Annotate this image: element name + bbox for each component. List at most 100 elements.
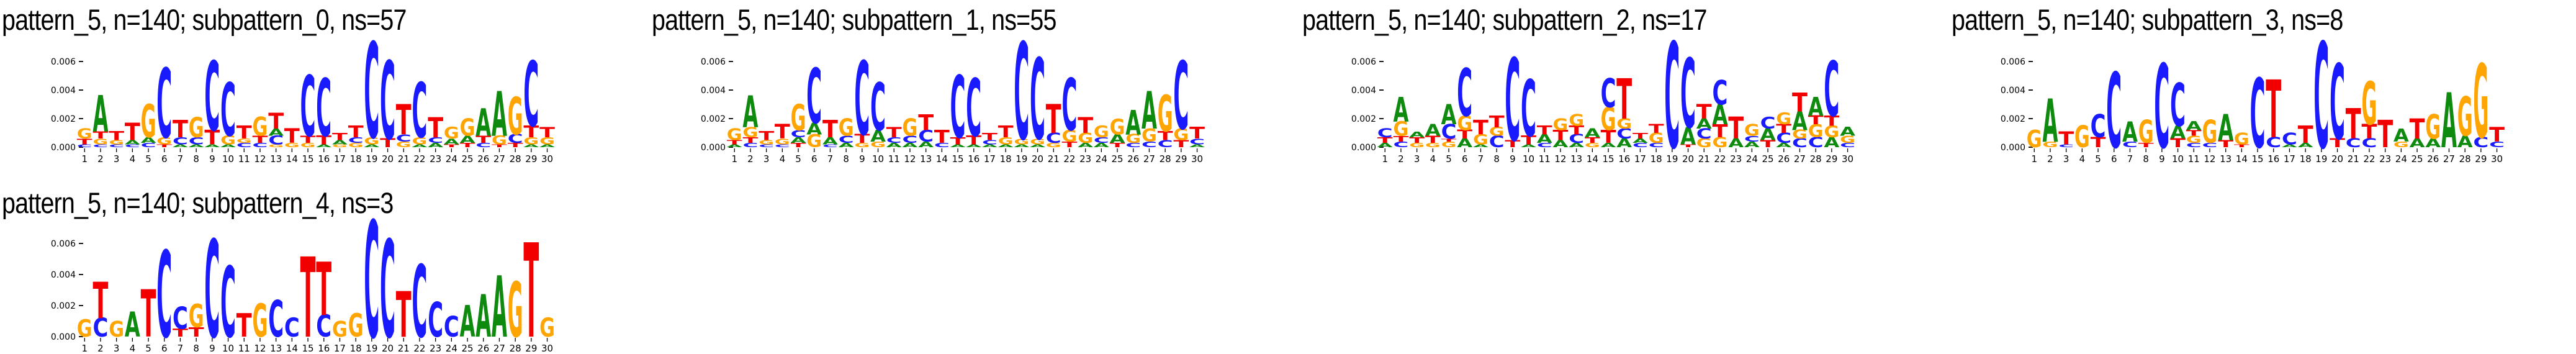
logo-letter-C: C <box>348 135 364 145</box>
x-tick-label: 17 <box>334 343 346 354</box>
x-tick-label: 6 <box>161 343 168 354</box>
logo-letter-C: C <box>2202 142 2218 148</box>
x-tick-label: 9 <box>209 343 215 354</box>
x-tick-label: 15 <box>952 153 964 165</box>
x-tick-label: 26 <box>1127 153 1139 165</box>
logo-letter-T: T <box>428 111 443 144</box>
logo-letter-T: T <box>727 139 742 146</box>
logo-letter-A: A <box>460 297 475 347</box>
logo-letter-A: A <box>1125 103 1141 142</box>
x-tick-label: 29 <box>525 343 537 354</box>
logo-letter-G: G <box>332 143 348 148</box>
logo-letter-G: G <box>1014 137 1029 147</box>
logo-letter-G: G <box>1394 117 1409 140</box>
y-axis: 0.000 0.002 0.004 0.006 <box>2001 57 2033 153</box>
x-tick-label: 26 <box>477 343 489 354</box>
x-tick-label: 3 <box>2063 153 2069 165</box>
logo-letter-G: G <box>156 135 172 147</box>
logo-letter-G: G <box>806 131 822 152</box>
logo-letter-T: T <box>236 307 252 345</box>
x-tick-label: 18 <box>1000 153 1012 165</box>
panel-title: pattern_5, n=140; subpattern_2, ns=17 <box>1302 3 1707 36</box>
logo-letter-T: T <box>1713 121 1729 142</box>
logo-letter-A: A <box>125 139 141 146</box>
y-tick-label: 0.006 <box>51 57 76 67</box>
logo-letter-T: T <box>2091 134 2107 150</box>
logo-letter-C: C <box>316 309 331 345</box>
logo-letter-A: A <box>1601 142 1617 148</box>
logo-letter-C: C <box>1189 137 1205 147</box>
x-tick-label: 28 <box>1810 153 1822 165</box>
x-tick-label: 8 <box>2143 153 2149 165</box>
logo-letter-C: C <box>204 42 220 153</box>
logo-letter-T: T <box>1489 113 1505 131</box>
logo-letter-T: T <box>253 134 269 145</box>
x-tick-label: 19 <box>1666 153 1678 165</box>
logo-letter-C: C <box>1014 16 1029 170</box>
logo-letter-G: G <box>1046 142 1061 148</box>
panel-title: pattern_5, n=140; subpattern_0, ns=57 <box>2 3 407 36</box>
logo-letter-C: C <box>2058 143 2074 148</box>
x-tick-label: 28 <box>1160 153 1171 165</box>
x-tick-label: 20 <box>382 343 394 354</box>
logo-letter-C: C <box>1505 35 1520 167</box>
logo-letter-G: G <box>2473 44 2488 161</box>
logo-letter-C: C <box>1664 14 1680 182</box>
logo-letter-A: A <box>1808 93 1824 123</box>
logo-letter-G: G <box>839 114 854 142</box>
logo-letter-C: C <box>1489 133 1505 151</box>
logo-letter-G: G <box>1062 127 1078 145</box>
logo-letter-C: C <box>1441 120 1457 143</box>
logo-letter-A: A <box>806 120 822 138</box>
x-tick-label: 4 <box>130 343 136 354</box>
logo-letter-C: C <box>125 143 140 148</box>
x-tick-label: 23 <box>430 153 441 165</box>
logo-letter-C: C <box>839 134 854 145</box>
logo-letter-G: G <box>870 140 886 149</box>
logo-letter-T: T <box>1409 135 1425 145</box>
logo-letter-A: A <box>2122 116 2138 148</box>
logo-letter-T: T <box>2489 123 2505 147</box>
logo-letter-T: T <box>1553 127 1569 143</box>
logo-letter-A: A <box>1713 98 1728 131</box>
x-tick-label: 1 <box>81 343 88 354</box>
logo-letter-C: C <box>2186 142 2202 148</box>
logo-letter-A: A <box>1776 142 1792 148</box>
logo-letter-T: T <box>204 125 220 149</box>
logo-letter-T: T <box>1441 138 1457 142</box>
x-tick-label: 28 <box>2459 153 2471 165</box>
logo-letter-T: T <box>523 216 539 354</box>
x-tick-label: 8 <box>843 153 849 165</box>
logo-letter-T: T <box>1728 112 1744 147</box>
logo-letter-G: G <box>523 135 539 147</box>
logo-letter-T: T <box>950 135 966 147</box>
y-tick-label: 0.006 <box>51 239 76 249</box>
logo-letter-G: G <box>1125 132 1141 146</box>
logo-letter-G: G <box>332 317 348 342</box>
logo-letter-T: T <box>189 325 204 340</box>
x-tick-label: 24 <box>446 153 457 165</box>
logo-letter-T: T <box>396 279 412 352</box>
x-tick-label: 11 <box>1539 153 1551 165</box>
x-tick-label: 27 <box>1794 153 1806 165</box>
logo-letter-G: G <box>220 134 236 147</box>
x-tick-label: 14 <box>286 343 298 354</box>
logo-letter-C: C <box>268 134 284 147</box>
logo-letter-T: T <box>236 123 253 143</box>
logo-letter-G: G <box>109 139 124 146</box>
logo-letter-C: C <box>2282 130 2297 148</box>
logo-letter-C: C <box>236 142 252 148</box>
logo-letter-C: C <box>1680 39 1696 150</box>
x-tick-label: 30 <box>1191 153 1203 165</box>
logo-letter-T: T <box>523 123 539 141</box>
logo-letter-G: G <box>508 87 523 147</box>
logo-letter-G: G <box>1585 142 1600 148</box>
x-tick-label: 10 <box>222 153 234 165</box>
logo-letter-G: G <box>1713 134 1728 150</box>
logo-letter-G: G <box>2027 125 2042 153</box>
logo-letter-G: G <box>396 140 412 149</box>
logo-letter-A: A <box>2186 119 2202 133</box>
logo-letter-C: C <box>743 142 759 148</box>
logo-letter-C: C <box>2313 14 2329 182</box>
logo-letter-T: T <box>125 118 140 146</box>
